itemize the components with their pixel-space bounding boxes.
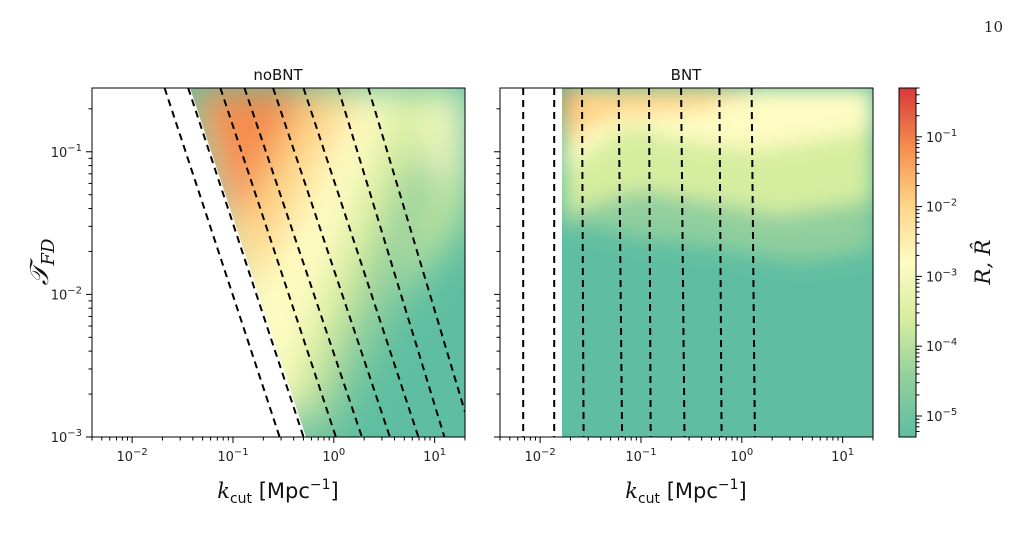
heatmap-bnt xyxy=(500,88,873,437)
plot-frame-nobnt xyxy=(91,87,466,438)
colorbar-tick-label: 10−2 xyxy=(926,198,957,216)
x-tick-label-nobnt: 10−1 xyxy=(217,447,248,465)
contour-line-nobnt-4 xyxy=(243,88,363,437)
title-bnt: BNT xyxy=(671,66,703,84)
contour-line-nobnt-3 xyxy=(219,88,337,437)
contour-line-bnt-3 xyxy=(581,88,585,437)
colorbar-ticks: 10−1 10−2 10−3 10−4 10−5 xyxy=(916,87,957,432)
contour-line-nobnt-8 xyxy=(367,88,465,413)
y-tick-label-nobnt: 10−1 xyxy=(51,143,82,161)
x-tick-label-bnt: 10−1 xyxy=(625,447,656,465)
xlabel-bnt: kcut [Mpc−1] xyxy=(625,477,747,507)
contour-line-bnt-7 xyxy=(718,88,723,437)
ylabel-nobnt: 𝒯FD xyxy=(25,238,59,285)
heatmap-nobnt xyxy=(92,88,465,437)
title-nobnt: noBNT xyxy=(253,66,303,84)
x-tick-label-nobnt: 100 xyxy=(322,447,345,465)
y-tick-label-nobnt: 10−2 xyxy=(51,285,82,303)
x-tick-label-nobnt: 101 xyxy=(423,447,446,465)
colorbar-tick-label: 10−3 xyxy=(926,267,957,285)
ylabel-subscript: FD xyxy=(38,238,59,266)
colorbar-label: R, R̂ xyxy=(971,239,995,285)
contour-line-bnt-6 xyxy=(680,88,686,437)
colorbar-fill xyxy=(899,88,916,437)
x-tick-label-nobnt: 10−2 xyxy=(116,447,147,465)
colorbar-tick-label: 10−1 xyxy=(926,128,957,146)
y-tick-label-nobnt: 10−3 xyxy=(51,428,82,446)
contours-bnt xyxy=(522,88,756,437)
colorbar-tick-label: 10−4 xyxy=(926,337,957,355)
contour-line-bnt-5 xyxy=(648,88,652,437)
colorbar: 10−1 10−2 10−3 10−4 10−5 R, R̂ xyxy=(898,87,995,438)
contour-line-bnt-4 xyxy=(617,88,624,437)
x-tick-label-bnt: 100 xyxy=(730,447,753,465)
contour-line-bnt-8 xyxy=(750,88,756,437)
xlabel-nobnt: kcut [Mpc−1] xyxy=(217,477,339,507)
x-tick-label-bnt: 101 xyxy=(831,447,854,465)
contours-nobnt xyxy=(163,88,465,437)
contour-line-nobnt-1 xyxy=(163,88,281,437)
contour-line-nobnt-7 xyxy=(337,88,446,437)
contour-line-nobnt-2 xyxy=(187,88,305,437)
panel-nobnt: 10−2 10−1 100 101 10−3 10−2 10−1 noBNT xyxy=(51,66,466,465)
axes-bnt: 10−2 10−1 100 101 xyxy=(494,108,874,465)
contour-line-nobnt-6 xyxy=(302,88,420,437)
contour-line-nobnt-5 xyxy=(272,88,391,437)
page-number: 10 xyxy=(983,18,1003,36)
plot-frame-bnt xyxy=(499,87,874,438)
axes-nobnt: 10−2 10−1 100 101 10−3 10−2 10−1 xyxy=(51,108,466,465)
colorbar-tick-label: 10−5 xyxy=(926,407,957,425)
panel-bnt: 10−2 10−1 100 101 BNT xyxy=(494,66,874,465)
colorbar-frame xyxy=(898,87,917,438)
x-tick-label-bnt: 10−2 xyxy=(524,447,555,465)
